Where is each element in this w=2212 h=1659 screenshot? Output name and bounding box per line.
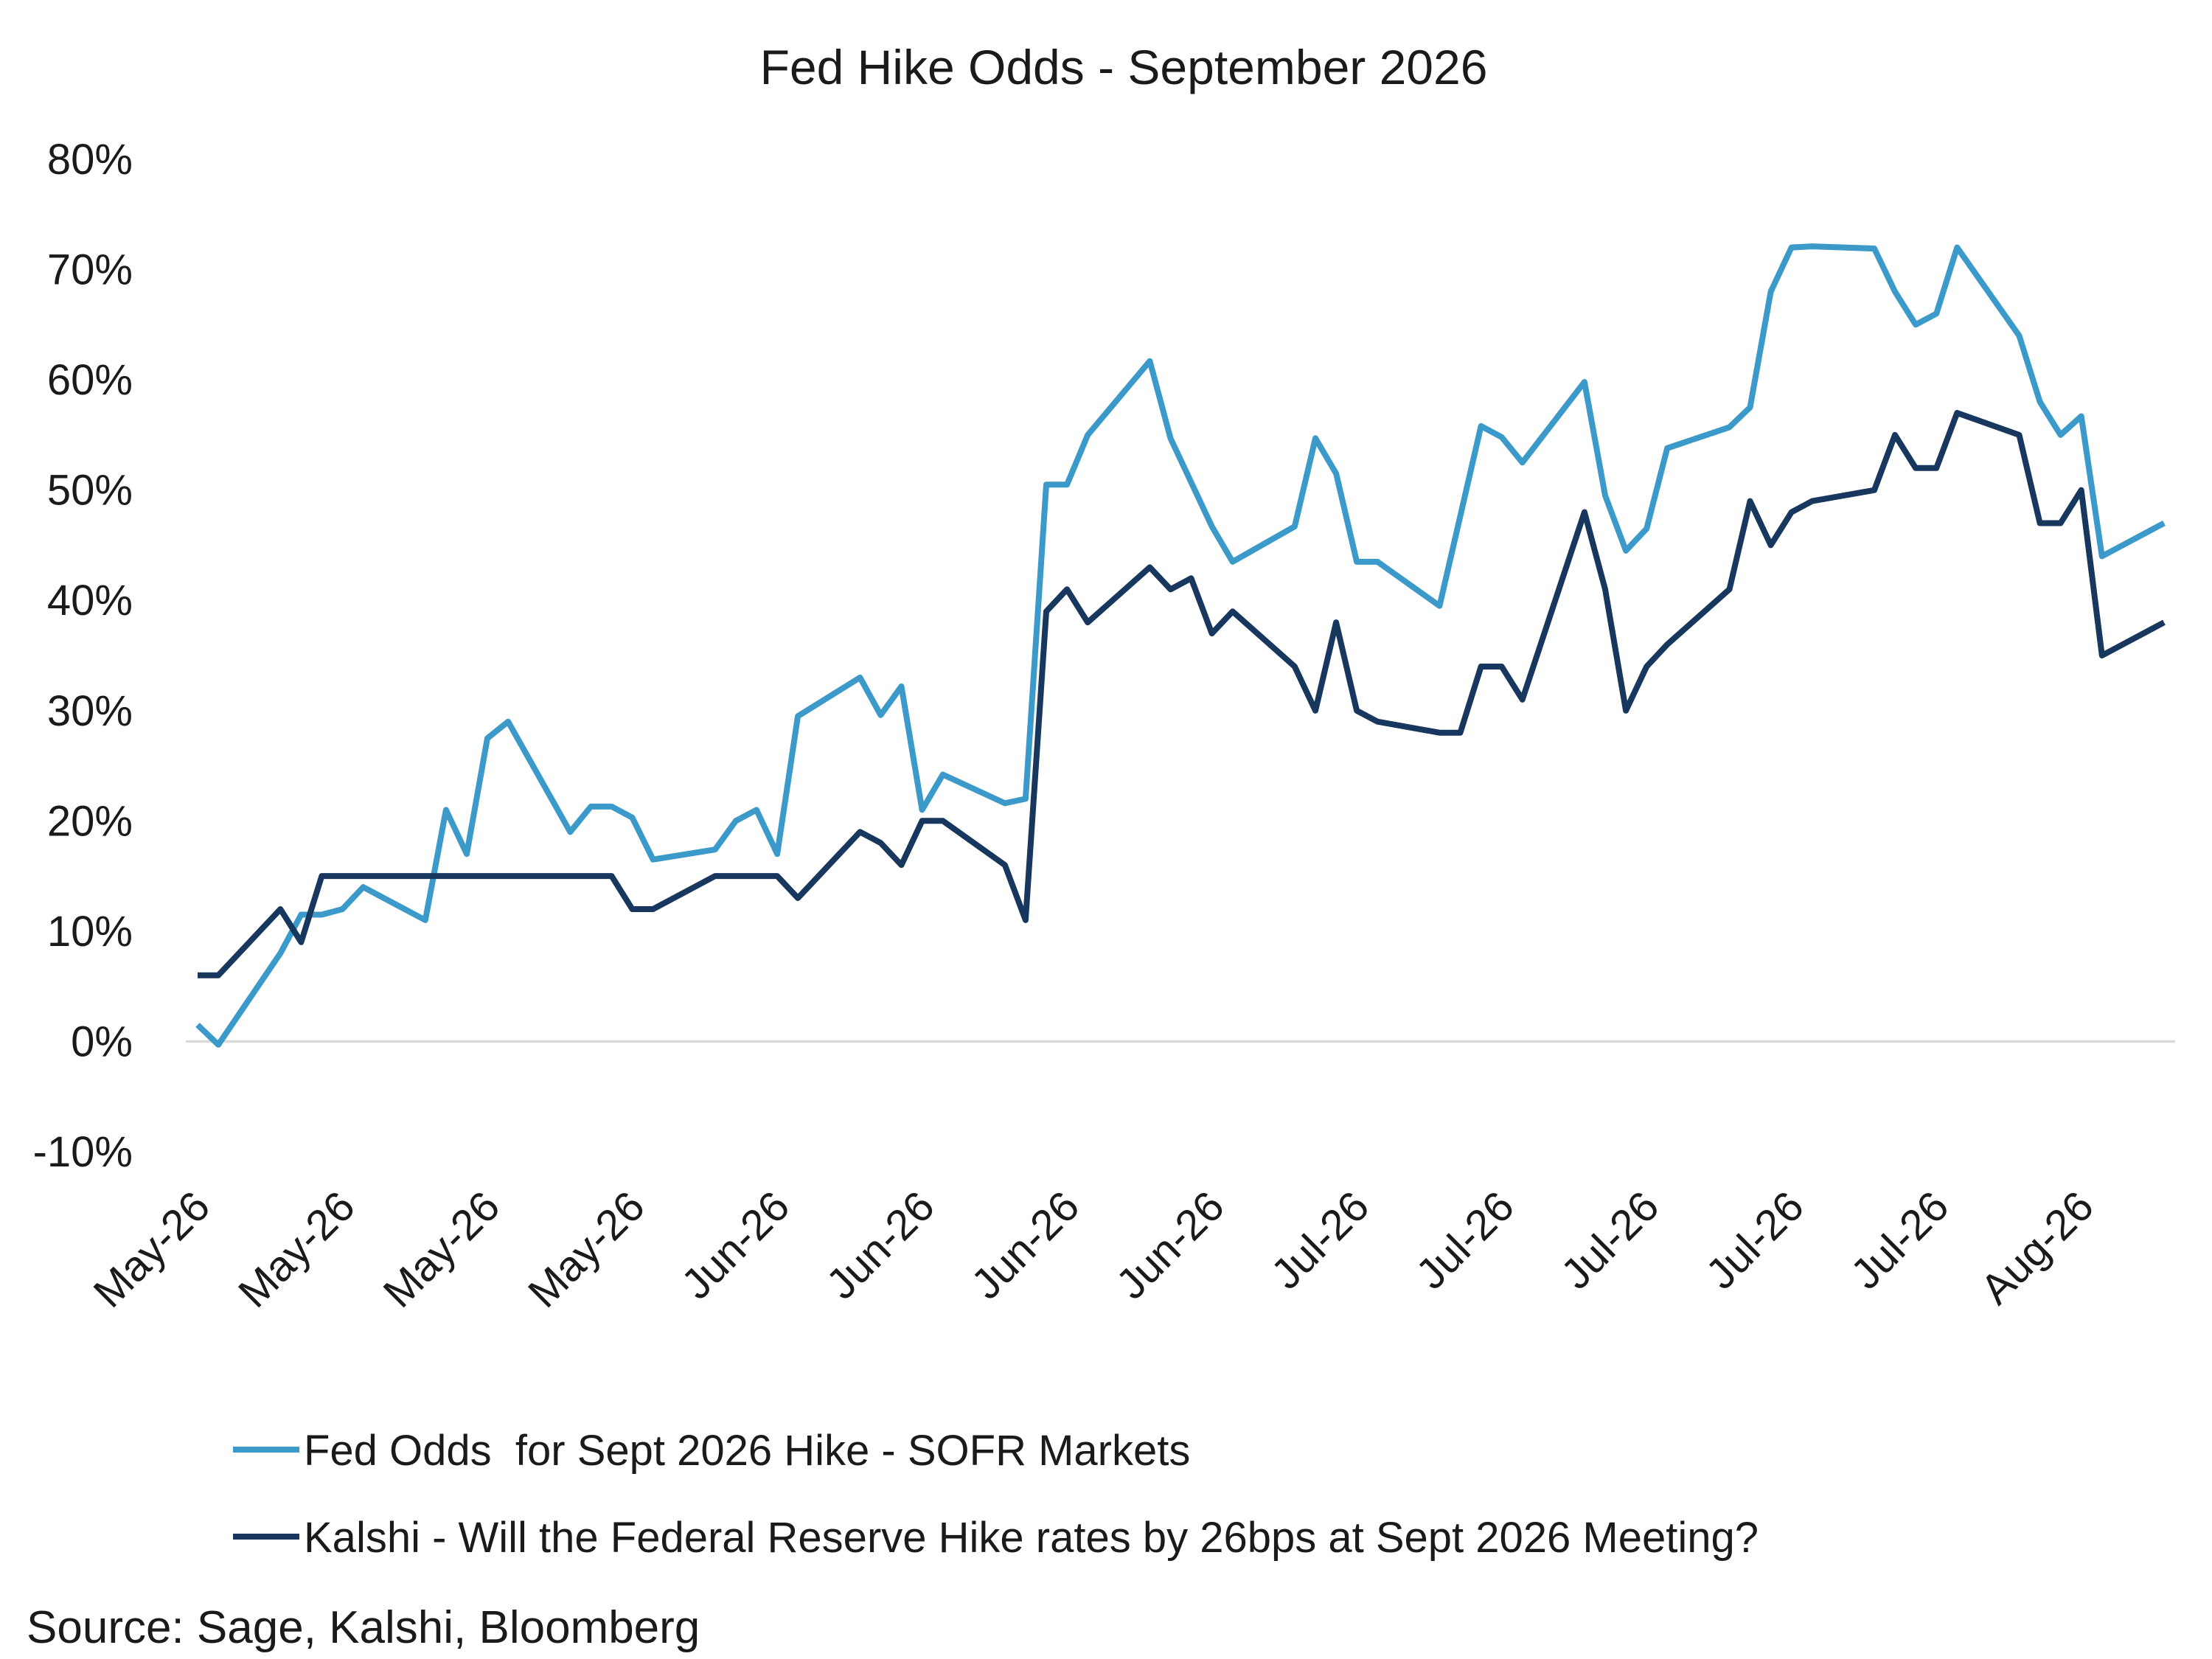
y-tick-label: 40% bbox=[47, 577, 133, 625]
y-tick-label: 30% bbox=[47, 687, 133, 735]
y-tick-label: 20% bbox=[47, 797, 133, 845]
x-tick-label: Aug-26 bbox=[1972, 1182, 2103, 1313]
y-tick-label: 50% bbox=[47, 467, 133, 515]
x-tick-label: May-26 bbox=[229, 1182, 364, 1317]
chart-title: Fed Hike Odds - September 2026 bbox=[760, 40, 1488, 94]
series-line-kalshi bbox=[198, 410, 2166, 978]
legend-label-kalshi: Kalshi - Will the Federal Reserve Hike r… bbox=[304, 1514, 1759, 1562]
x-tick-label: Jul-26 bbox=[1407, 1182, 1523, 1298]
x-tick-label: Jul-26 bbox=[1842, 1182, 1958, 1298]
y-tick-label: 80% bbox=[47, 136, 133, 184]
legend: Fed Odds for Sept 2026 Hike - SOFR Marke… bbox=[233, 1427, 1759, 1562]
y-tick-label: -10% bbox=[33, 1128, 133, 1176]
y-tick-label: 70% bbox=[47, 246, 133, 294]
series-layer bbox=[195, 243, 2166, 1048]
x-tick-label: Jun-26 bbox=[817, 1182, 943, 1308]
x-tick-label: Jun-26 bbox=[962, 1182, 1088, 1308]
y-axis: 80% 70% 60% 50% 40% 30% 20% 10% 0% -10% bbox=[33, 136, 133, 1176]
x-tick-label: May-26 bbox=[519, 1182, 654, 1317]
x-tick-label: May-26 bbox=[375, 1182, 509, 1317]
y-tick-label: 60% bbox=[47, 356, 133, 404]
legend-label-sofr: Fed Odds for Sept 2026 Hike - SOFR Marke… bbox=[304, 1427, 1190, 1475]
y-tick-label: 10% bbox=[47, 908, 133, 956]
x-tick-label: Jul-26 bbox=[1552, 1182, 1669, 1298]
x-tick-label: Jul-26 bbox=[1697, 1182, 1813, 1298]
x-tick-label: Jul-26 bbox=[1262, 1182, 1379, 1298]
x-axis: May-26 May-26 May-26 May-26 Jun-26 Jun-26 Jun-… bbox=[84, 1182, 2102, 1317]
x-tick-label: May-26 bbox=[84, 1182, 219, 1317]
y-tick-label: 0% bbox=[71, 1018, 133, 1065]
source-note: Source: Sage, Kalshi, Bloomberg bbox=[27, 1602, 700, 1653]
x-tick-label: Jun-26 bbox=[1107, 1182, 1233, 1308]
series-line-sofr bbox=[195, 243, 2166, 1048]
x-tick-label: Jun-26 bbox=[672, 1182, 799, 1308]
